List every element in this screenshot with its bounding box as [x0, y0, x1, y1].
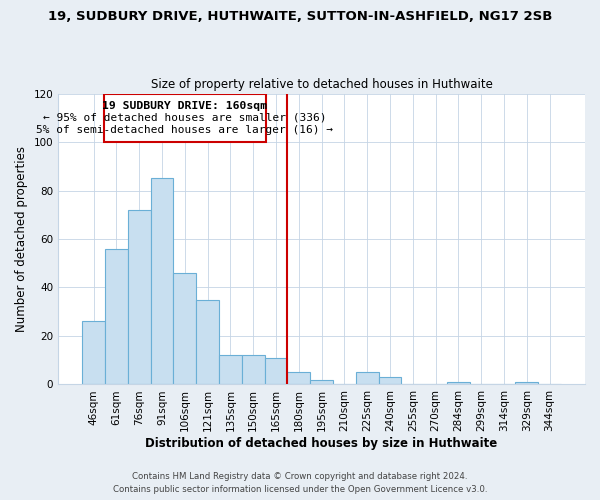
- Bar: [173, 273, 196, 384]
- Title: Size of property relative to detached houses in Huthwaite: Size of property relative to detached ho…: [151, 78, 493, 91]
- Y-axis label: Number of detached properties: Number of detached properties: [15, 146, 28, 332]
- Bar: [287, 372, 310, 384]
- Text: 19, SUDBURY DRIVE, HUTHWAITE, SUTTON-IN-ASHFIELD, NG17 2SB: 19, SUDBURY DRIVE, HUTHWAITE, SUTTON-IN-…: [48, 10, 552, 23]
- Bar: [242, 356, 265, 384]
- FancyBboxPatch shape: [104, 94, 266, 142]
- Text: 19 SUDBURY DRIVE: 160sqm: 19 SUDBURY DRIVE: 160sqm: [102, 101, 267, 111]
- Bar: [105, 248, 128, 384]
- Bar: [82, 322, 105, 384]
- Bar: [356, 372, 379, 384]
- Bar: [128, 210, 151, 384]
- Text: 5% of semi-detached houses are larger (16) →: 5% of semi-detached houses are larger (1…: [36, 125, 333, 135]
- Bar: [310, 380, 333, 384]
- Text: Contains HM Land Registry data © Crown copyright and database right 2024.
Contai: Contains HM Land Registry data © Crown c…: [113, 472, 487, 494]
- Bar: [151, 178, 173, 384]
- Text: ← 95% of detached houses are smaller (336): ← 95% of detached houses are smaller (33…: [43, 113, 326, 123]
- Bar: [447, 382, 470, 384]
- X-axis label: Distribution of detached houses by size in Huthwaite: Distribution of detached houses by size …: [145, 437, 498, 450]
- Bar: [219, 356, 242, 384]
- Bar: [379, 377, 401, 384]
- Bar: [265, 358, 287, 384]
- Bar: [196, 300, 219, 384]
- Bar: [515, 382, 538, 384]
